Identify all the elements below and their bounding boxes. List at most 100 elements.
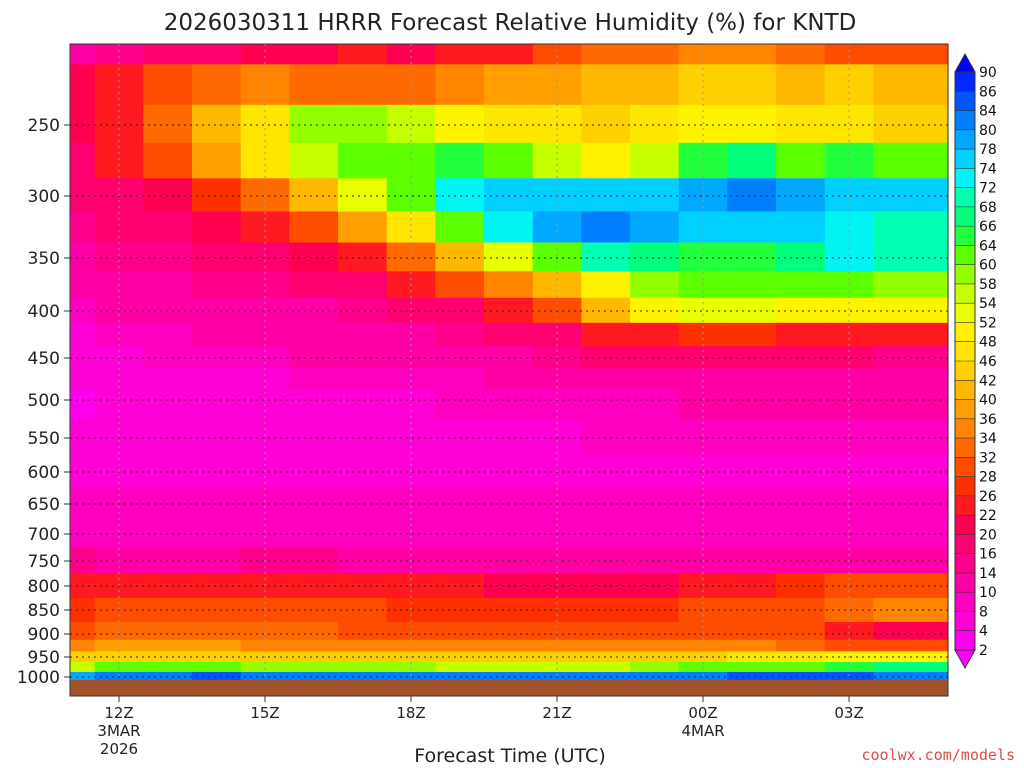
heatmap-cell: [143, 64, 193, 106]
colorbar-label: 34: [979, 431, 997, 447]
heatmap-cells: [70, 44, 949, 681]
heatmap-cell: [727, 178, 777, 213]
heatmap-cell: [240, 44, 290, 65]
heatmap-cell: [776, 44, 826, 65]
colorbar-swatch: [955, 91, 975, 111]
heatmap-cell: [581, 211, 631, 244]
heatmap-cell: [289, 573, 339, 599]
heatmap-cell: [776, 211, 826, 244]
x-tick-date: 4MAR: [681, 722, 724, 740]
heatmap-cell: [338, 211, 388, 244]
colorbar-label: 60: [979, 258, 997, 274]
heatmap-cell: [727, 322, 777, 347]
y-tick-label: 450: [28, 349, 60, 369]
colorbar-swatch: [955, 534, 975, 555]
heatmap-cell: [484, 368, 534, 391]
heatmap-cell: [824, 368, 874, 391]
colorbar-extend-max: [954, 52, 976, 73]
heatmap-cell: [338, 104, 388, 144]
heatmap-cell: [192, 104, 242, 144]
y-tick-label: 300: [28, 187, 60, 207]
heatmap-cell: [776, 322, 826, 347]
heatmap-cell: [70, 178, 96, 213]
heatmap-cell: [94, 211, 144, 244]
y-tick-label: 750: [28, 552, 60, 572]
heatmap-cell: [289, 519, 339, 549]
heatmap-cell: [873, 419, 949, 456]
heatmap-cell: [289, 178, 339, 213]
colorbar-label: 36: [979, 412, 997, 428]
heatmap-cell: [192, 64, 242, 106]
colorbar-label: 8: [979, 604, 988, 620]
heatmap-cell: [532, 672, 582, 681]
heatmap-cell: [338, 64, 388, 106]
colorbar-swatch: [955, 226, 975, 246]
heatmap-cell: [240, 622, 290, 641]
heatmap-cell: [192, 389, 242, 420]
colorbar-swatch: [955, 264, 975, 285]
heatmap-cell: [435, 271, 485, 299]
heatmap-cell: [94, 142, 144, 179]
heatmap-cell: [484, 104, 534, 144]
heatmap-cell: [776, 368, 826, 391]
heatmap-cell: [678, 368, 728, 391]
heatmap-cell: [289, 662, 339, 673]
heatmap-cell: [824, 662, 874, 673]
heatmap-cell: [240, 672, 290, 681]
heatmap-cell: [338, 639, 388, 652]
heatmap-cell: [143, 672, 193, 681]
heatmap-cell: [143, 44, 193, 65]
heatmap-cell: [338, 598, 388, 623]
colorbar-swatch: [955, 283, 975, 304]
heatmap-cell: [192, 622, 242, 641]
heatmap-cell: [338, 142, 388, 179]
heatmap-cell: [630, 322, 680, 347]
heatmap-cell: [532, 142, 582, 179]
heatmap-cell: [289, 547, 339, 575]
heatmap-cell: [824, 419, 874, 456]
heatmap-cell: [727, 622, 777, 641]
heatmap-cell: [824, 211, 874, 244]
heatmap-cell: [678, 573, 728, 599]
heatmap-cell: [873, 104, 949, 144]
heatmap-cell: [143, 322, 193, 347]
heatmap-cell: [581, 368, 631, 391]
heatmap-cell: [581, 322, 631, 347]
heatmap-cell: [581, 44, 631, 65]
colorbar-label: 58: [979, 277, 997, 293]
colorbar-label: 86: [979, 84, 997, 100]
colorbar-swatch: [955, 168, 975, 188]
chart-title: 2026030311 HRRR Forecast Relative Humidi…: [164, 10, 857, 36]
heatmap-cell: [776, 598, 826, 623]
heatmap-cell: [581, 104, 631, 144]
heatmap-cell: [873, 368, 949, 391]
heatmap-cell: [192, 368, 242, 391]
colorbar-label: 28: [979, 470, 997, 486]
heatmap-cell: [70, 389, 96, 420]
heatmap-cell: [727, 639, 777, 652]
heatmap-cell: [873, 639, 949, 652]
heatmap-cell: [289, 297, 339, 324]
heatmap-cell: [94, 368, 144, 391]
heatmap-cell: [143, 142, 193, 179]
heatmap-cell: [532, 44, 582, 65]
heatmap-cell: [581, 662, 631, 673]
heatmap-cell: [776, 651, 826, 663]
heatmap-cell: [386, 211, 436, 244]
heatmap-cell: [630, 64, 680, 106]
heatmap-cell: [338, 178, 388, 213]
heatmap-cell: [143, 271, 193, 299]
heatmap-cell: [435, 178, 485, 213]
heatmap-cell: [338, 297, 388, 324]
heatmap-cell: [678, 622, 728, 641]
heatmap-cell: [581, 672, 631, 681]
heatmap-cell: [240, 662, 290, 673]
heatmap-cell: [776, 142, 826, 179]
heatmap-cell: [289, 64, 339, 106]
heatmap-cell: [240, 142, 290, 179]
colorbar-swatch: [955, 380, 975, 400]
colorbar-swatch: [955, 322, 975, 343]
heatmap-cell: [192, 651, 242, 663]
colorbar-swatch: [955, 630, 975, 651]
heatmap-cell: [484, 662, 534, 673]
